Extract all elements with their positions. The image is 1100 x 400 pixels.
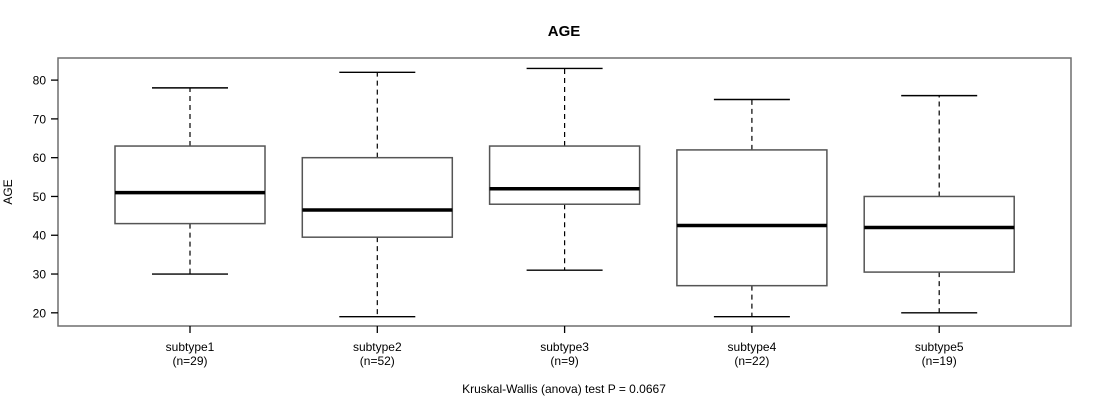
group-label: subtype3 xyxy=(540,340,589,354)
x-axis: subtype1(n=29) subtype2(n=52) subtype3(n=9… xyxy=(166,326,964,368)
group-n-label: (n=29) xyxy=(172,354,207,368)
chart-title: AGE xyxy=(548,23,581,40)
group-n-label: (n=9) xyxy=(550,354,578,368)
y-tick-label: 60 xyxy=(33,151,47,165)
iqr-box-subtype5 xyxy=(863,195,1015,273)
y-tick-label: 30 xyxy=(33,268,47,282)
group-n-label: (n=19) xyxy=(922,354,957,368)
y-tick-label: 20 xyxy=(33,306,47,320)
group-label: subtype4 xyxy=(728,340,777,354)
group-n-label: (n=22) xyxy=(734,354,769,368)
stat-test-caption: Kruskal-Wallis (anova) test P = 0.0667 xyxy=(462,382,666,396)
iqr-box-subtype1 xyxy=(114,145,266,225)
group-label: subtype2 xyxy=(353,340,402,354)
iqr-box-subtype3 xyxy=(488,145,641,205)
y-tick-label: 40 xyxy=(33,229,47,243)
iqr-box-subtype2 xyxy=(301,156,454,238)
y-axis: 20 30 40 50 60 70 80 xyxy=(33,74,58,320)
boxplot-series xyxy=(114,67,1015,318)
y-tick-label: 70 xyxy=(33,112,47,126)
y-tick-label: 80 xyxy=(33,74,47,88)
group-n-label: (n=52) xyxy=(360,354,395,368)
iqr-box-subtype4 xyxy=(676,149,828,287)
group-label: subtype1 xyxy=(166,340,215,354)
group-label: subtype5 xyxy=(915,340,964,354)
y-axis-title: AGE xyxy=(1,179,15,204)
y-tick-label: 50 xyxy=(33,190,47,204)
